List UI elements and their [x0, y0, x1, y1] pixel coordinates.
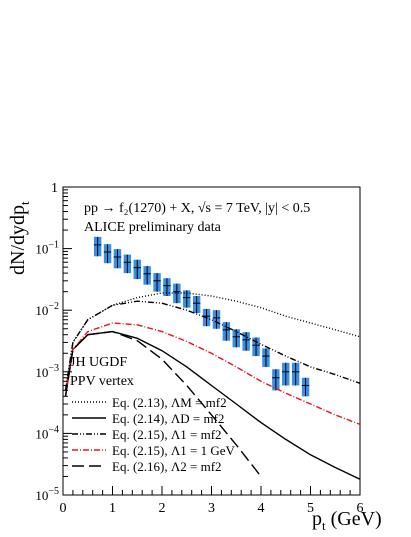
annotation: ALICE preliminary data — [84, 220, 222, 235]
x-tick-label: 2 — [159, 501, 166, 516]
legend-label: Eq. (2.14), ΛD = mf2 — [112, 411, 224, 426]
x-tick-label: 0 — [60, 501, 67, 516]
curve — [64, 330, 262, 477]
y-tick-label: 1 — [51, 181, 58, 196]
y-tick-label-base: 10 — [35, 426, 48, 441]
x-tick-label: 1 — [109, 501, 116, 516]
chart-title: pp → f₂(1270) + X, √s = 7 TeV, |y| < 0.5 — [84, 201, 310, 216]
x-tick-label: 4 — [258, 501, 265, 516]
y-tick-label-base: 10 — [35, 488, 48, 503]
y-tick-label-exp: −4 — [48, 424, 59, 435]
y-axis-label-main: dN/dydp — [7, 205, 29, 275]
x-tick-label: 6 — [357, 501, 364, 516]
plot-area — [64, 236, 360, 480]
annotation: JH UGDF — [70, 355, 127, 370]
y-tick-label-base: 10 — [35, 365, 48, 380]
legend-label: Eq. (2.15), Λ1 = 1 GeV — [112, 443, 236, 458]
curve — [64, 292, 360, 391]
y-axis-label-sub: t — [17, 201, 32, 205]
y-tick-label-exp: −2 — [48, 301, 59, 312]
y-tick-label-base: 10 — [35, 242, 48, 257]
x-axis-label-sub: t — [322, 518, 326, 532]
y-tick-label: 10−2 — [35, 301, 59, 318]
y-tick-label: 10−5 — [35, 486, 59, 503]
legend-label: Eq. (2.15), Λ1 = mf2 — [112, 427, 222, 442]
curve — [64, 300, 360, 391]
y-tick-label-exp: −1 — [48, 240, 59, 251]
y-tick-label-base: 10 — [35, 303, 48, 318]
x-axis-label-rest: (GeV) — [326, 508, 382, 530]
legend-label: Eq. (2.16), Λ2 = mf2 — [112, 459, 222, 474]
x-axis-label-main: p — [312, 508, 322, 530]
y-tick-label-exp: −3 — [48, 363, 59, 374]
curve — [64, 322, 360, 426]
annotation: PPV vertex — [70, 374, 134, 389]
y-tick-label: 10−3 — [35, 363, 59, 380]
x-tick-label: 5 — [307, 501, 314, 516]
y-tick-label-exp: −5 — [48, 486, 59, 497]
y-tick-label: 10−4 — [35, 424, 59, 441]
legend-label: Eq. (2.13), ΛM = mf2 — [112, 395, 227, 410]
x-axis-label: pt (GeV) — [312, 508, 382, 532]
y-tick-label: 10−1 — [35, 240, 59, 257]
x-tick-label: 3 — [208, 501, 215, 516]
y-axis-label: dN/dydpt — [7, 201, 32, 275]
